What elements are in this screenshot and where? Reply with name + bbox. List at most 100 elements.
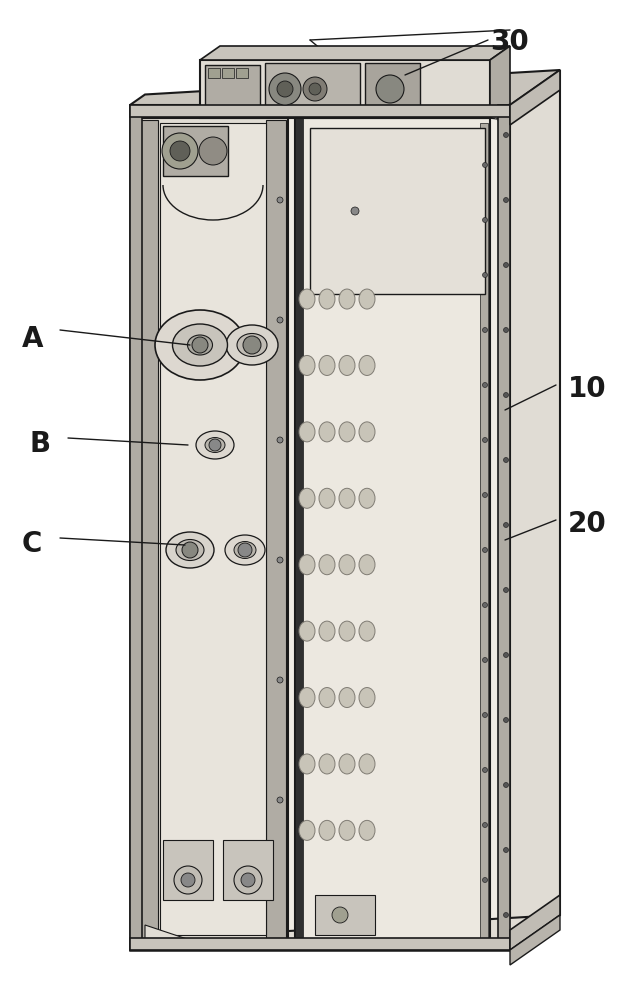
Circle shape (483, 218, 488, 223)
Circle shape (483, 328, 488, 332)
Bar (266, 120, 286, 938)
Ellipse shape (319, 422, 335, 442)
Circle shape (504, 198, 509, 202)
Circle shape (504, 587, 509, 592)
Polygon shape (510, 70, 560, 950)
Circle shape (181, 873, 195, 887)
Ellipse shape (359, 289, 375, 309)
Ellipse shape (319, 555, 335, 575)
Bar (130, 938, 510, 950)
Polygon shape (490, 46, 510, 118)
Ellipse shape (299, 488, 315, 508)
Bar (222, 68, 234, 78)
Bar (295, 118, 303, 945)
Ellipse shape (319, 621, 335, 641)
Ellipse shape (339, 820, 355, 840)
Ellipse shape (339, 621, 355, 641)
Ellipse shape (299, 555, 315, 575)
Circle shape (234, 866, 262, 894)
Ellipse shape (319, 289, 335, 309)
Circle shape (376, 75, 404, 103)
Polygon shape (510, 895, 560, 950)
Circle shape (504, 782, 509, 788)
Ellipse shape (176, 540, 204, 560)
Bar (365, 63, 420, 115)
Ellipse shape (359, 754, 375, 774)
Text: 10: 10 (568, 375, 607, 403)
Ellipse shape (359, 355, 375, 375)
Ellipse shape (339, 355, 355, 375)
Circle shape (483, 878, 488, 882)
Ellipse shape (339, 754, 355, 774)
Ellipse shape (299, 820, 315, 840)
Circle shape (483, 712, 488, 718)
Circle shape (209, 439, 221, 451)
Bar (160, 123, 266, 935)
Ellipse shape (339, 488, 355, 508)
Bar (130, 105, 142, 950)
Bar (223, 840, 273, 900)
Circle shape (174, 866, 202, 894)
Circle shape (483, 162, 488, 167)
Circle shape (483, 438, 488, 442)
Circle shape (504, 132, 509, 137)
Circle shape (483, 768, 488, 772)
Ellipse shape (319, 355, 335, 375)
Ellipse shape (299, 621, 315, 641)
Circle shape (277, 797, 283, 803)
Text: 30: 30 (490, 28, 529, 56)
Ellipse shape (299, 289, 315, 309)
Ellipse shape (172, 324, 228, 366)
Circle shape (483, 822, 488, 828)
Polygon shape (510, 70, 560, 125)
Ellipse shape (339, 555, 355, 575)
Circle shape (241, 873, 255, 887)
Bar (140, 120, 158, 938)
Circle shape (504, 328, 509, 332)
Circle shape (192, 337, 208, 353)
Circle shape (277, 437, 283, 443)
Polygon shape (510, 915, 560, 965)
Ellipse shape (299, 754, 315, 774)
Ellipse shape (226, 325, 278, 365)
Bar (200, 60, 490, 118)
Ellipse shape (237, 334, 267, 357)
Circle shape (243, 336, 261, 354)
Ellipse shape (188, 335, 212, 355)
Ellipse shape (359, 422, 375, 442)
Ellipse shape (319, 688, 335, 708)
Bar (295, 118, 490, 945)
Text: C: C (22, 530, 43, 558)
Ellipse shape (299, 688, 315, 708)
Ellipse shape (225, 535, 265, 565)
Ellipse shape (234, 542, 256, 558)
Ellipse shape (166, 532, 214, 568)
Ellipse shape (319, 754, 335, 774)
Ellipse shape (359, 555, 375, 575)
Circle shape (504, 392, 509, 397)
Circle shape (269, 73, 301, 105)
Circle shape (238, 543, 252, 557)
Circle shape (182, 542, 198, 558)
Bar (205, 65, 260, 113)
Circle shape (277, 557, 283, 563)
Circle shape (332, 907, 348, 923)
Circle shape (199, 137, 227, 165)
Bar (315, 895, 375, 935)
Ellipse shape (359, 621, 375, 641)
Ellipse shape (299, 355, 315, 375)
Bar (130, 105, 510, 117)
Circle shape (483, 602, 488, 607)
Ellipse shape (299, 422, 315, 442)
Polygon shape (130, 915, 560, 950)
Circle shape (483, 658, 488, 662)
Circle shape (483, 492, 488, 497)
Circle shape (162, 133, 198, 169)
Bar (163, 126, 228, 176)
Text: B: B (30, 430, 51, 458)
Circle shape (277, 81, 293, 97)
Bar (480, 123, 488, 940)
Circle shape (504, 262, 509, 267)
Circle shape (504, 718, 509, 722)
Circle shape (303, 77, 327, 101)
